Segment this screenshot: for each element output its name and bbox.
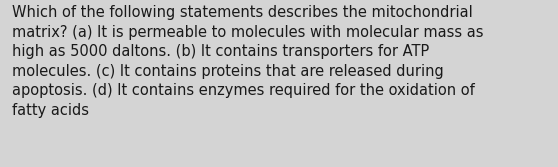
Text: Which of the following statements describes the mitochondrial
matrix? (a) It is : Which of the following statements descri… — [12, 5, 484, 118]
